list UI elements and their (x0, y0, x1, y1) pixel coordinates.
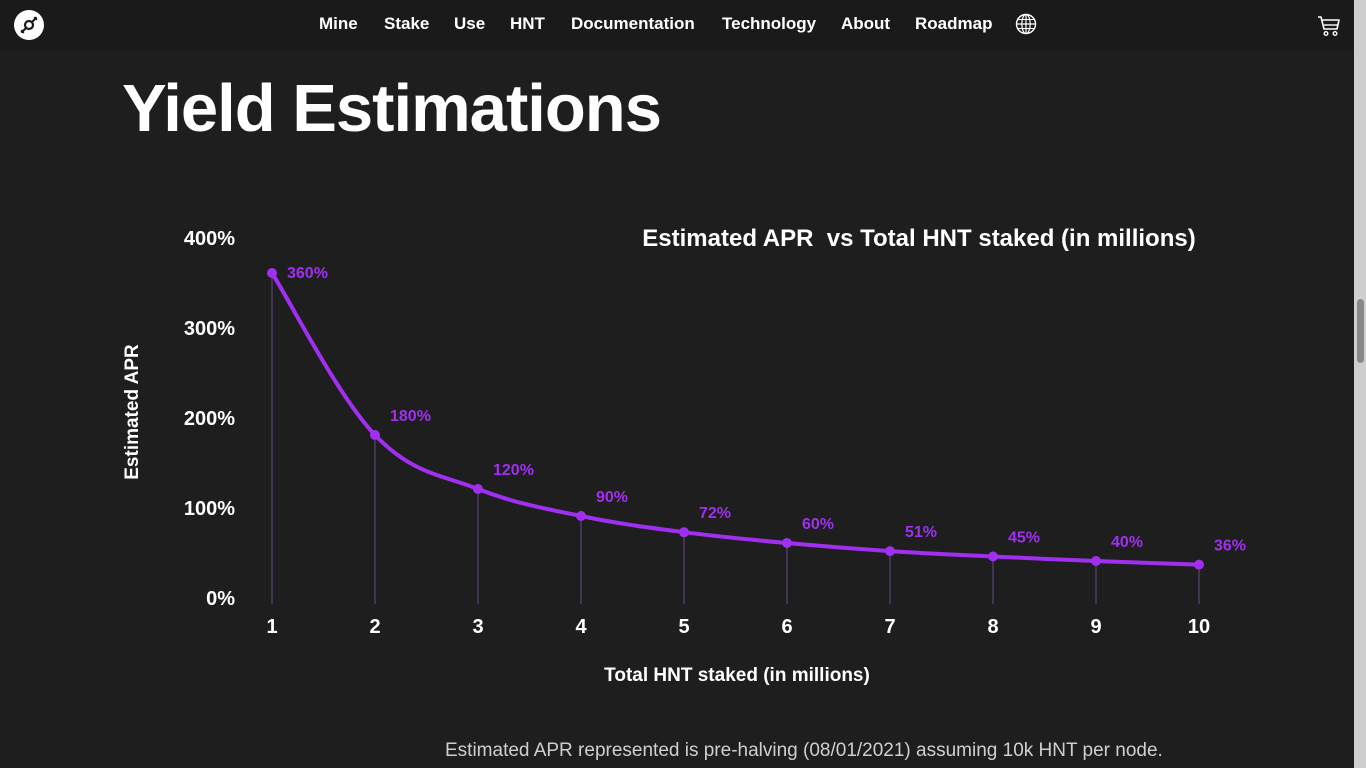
data-point (267, 268, 277, 278)
y-axis-label: Estimated APR (122, 344, 143, 480)
y-tick-label: 200% (184, 408, 235, 430)
helium-logo-icon[interactable] (14, 10, 44, 40)
x-tick-label: 2 (369, 616, 380, 638)
data-label: 40% (1111, 534, 1143, 551)
nav-link-about[interactable]: About (841, 14, 891, 33)
nav-link-documentation[interactable]: Documentation (571, 14, 695, 33)
data-label: 120% (493, 462, 534, 479)
x-tick-label: 6 (781, 616, 792, 638)
data-label: 90% (596, 489, 628, 506)
chart-title: Estimated APR vs Total HNT staked (in mi… (642, 225, 1195, 252)
data-label: 51% (905, 524, 937, 541)
data-point (370, 430, 380, 440)
data-label: 36% (1214, 538, 1246, 555)
footnote: Estimated APR represented is pre-halving… (445, 740, 1163, 761)
nav-link-technology[interactable]: Technology (722, 14, 817, 33)
nav-link-use[interactable]: Use (454, 14, 486, 33)
data-point (1091, 556, 1101, 566)
data-label: 60% (802, 516, 834, 533)
plot-area: 0% 100% 200% 300% 400% 1 2 3 4 5 6 7 8 9 10 360% 180% 120… (184, 228, 1246, 638)
x-axis-label: Total HNT staked (in millions) (604, 665, 870, 686)
data-point (576, 511, 586, 521)
x-tick-label: 3 (472, 616, 483, 638)
x-tick-label: 9 (1090, 616, 1101, 638)
globe-icon[interactable] (1015, 13, 1037, 35)
y-tick-label: 0% (206, 588, 235, 610)
top-nav: Mine Stake Use HNT Documentation Technology Ab… (0, 0, 1354, 50)
data-point (782, 538, 792, 548)
data-point (1194, 559, 1204, 570)
nav-link-stake[interactable]: Stake (384, 14, 430, 33)
data-point (885, 546, 895, 557)
x-tick-label: 10 (1188, 616, 1210, 638)
data-point (473, 484, 483, 494)
cart-icon[interactable] (1317, 15, 1341, 37)
data-point (679, 527, 689, 538)
series-line (270, 271, 1201, 567)
page-title: Yield Estimations (122, 71, 662, 146)
scrollbar[interactable] (1354, 0, 1366, 768)
x-tick-label: 8 (987, 616, 998, 638)
scrollbar-thumb[interactable] (1357, 299, 1364, 363)
data-label: 72% (699, 505, 731, 522)
x-tick-label: 4 (575, 616, 587, 638)
x-tick-label: 1 (266, 616, 277, 638)
x-tick-label: 5 (678, 616, 689, 638)
x-tick-label: 7 (884, 616, 895, 638)
nav-link-hnt[interactable]: HNT (510, 14, 545, 33)
data-label: 45% (1008, 530, 1040, 547)
y-tick-label: 400% (184, 228, 235, 250)
nav-link-mine[interactable]: Mine (319, 14, 358, 33)
nav-link-roadmap[interactable]: Roadmap (915, 14, 993, 33)
apr-chart: Estimated APR vs Total HNT staked (in mi… (122, 225, 1246, 686)
data-point (988, 551, 998, 562)
y-tick-label: 100% (184, 498, 235, 520)
data-label: 360% (287, 265, 328, 282)
data-label: 180% (390, 408, 431, 425)
y-tick-label: 300% (184, 318, 235, 340)
